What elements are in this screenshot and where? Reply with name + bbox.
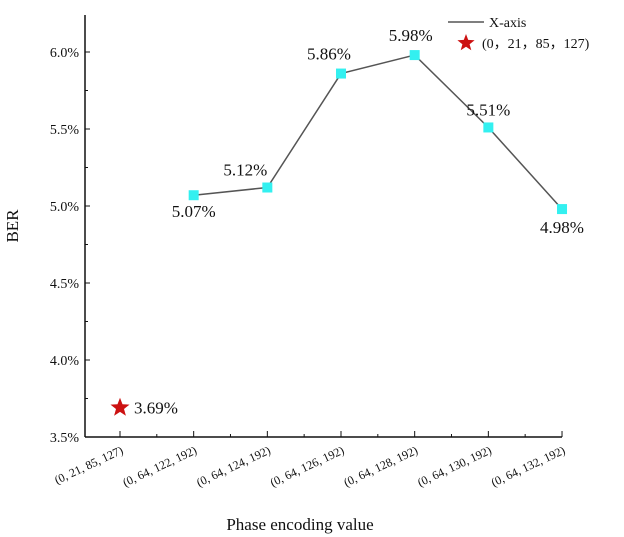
y-tick-label: 6.0%	[50, 46, 80, 61]
x-axis-label: Phase encoding value	[226, 515, 373, 534]
y-axis-label: BER	[3, 209, 22, 243]
x-tick-label: (0, 64, 124, 192)	[194, 443, 272, 489]
data-point	[188, 190, 199, 201]
x-tick-label: (0, 64, 126, 192)	[268, 443, 346, 489]
data-point	[336, 68, 347, 79]
data-label: 5.86%	[307, 45, 351, 64]
x-tick-label: (0, 21, 85, 127)	[52, 443, 125, 487]
data-label: 5.98%	[389, 26, 433, 45]
data-label: 5.07%	[172, 202, 216, 221]
data-point	[483, 122, 494, 133]
data-label: 3.69%	[134, 399, 178, 418]
x-tick-label: (0, 64, 128, 192)	[342, 443, 420, 489]
y-tick-label: 4.5%	[50, 277, 80, 292]
legend-label: X-axis	[489, 16, 526, 31]
data-point	[557, 204, 568, 215]
series-line	[193, 54, 563, 210]
legend-star-icon	[457, 34, 475, 51]
y-tick-label: 4.0%	[50, 354, 80, 369]
data-point	[262, 182, 273, 193]
y-tick-label: 5.0%	[50, 200, 80, 215]
x-tick-label: (0, 64, 122, 192)	[121, 443, 199, 489]
y-tick-label: 5.5%	[50, 123, 80, 138]
data-label: 4.98%	[540, 218, 584, 237]
data-point	[409, 50, 420, 61]
star-point	[110, 397, 130, 416]
legend-label: (0，21，85，127)	[482, 37, 590, 52]
x-tick-label: (0, 64, 130, 192)	[415, 443, 493, 489]
y-tick-label: 3.5%	[50, 431, 80, 446]
data-label: 5.51%	[466, 100, 510, 119]
data-label: 5.12%	[223, 161, 267, 180]
x-tick-label: (0, 64, 132, 192)	[489, 443, 567, 489]
